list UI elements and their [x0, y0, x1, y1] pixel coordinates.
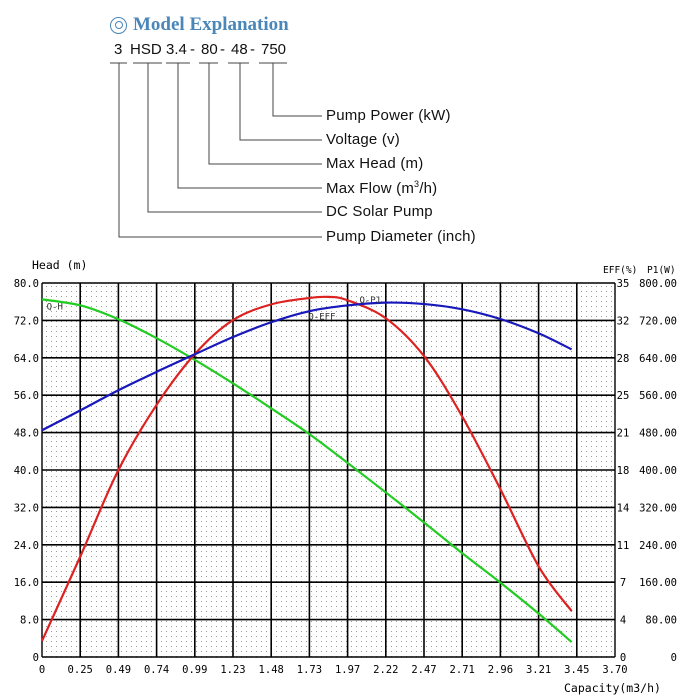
y-tick-label: 16.0	[14, 577, 39, 589]
x-tick-label: 2.47	[411, 664, 436, 676]
tick-labels: 0 0.25 0.49 0.74 0.99 1.23 1.48 1.73 1.97 2.22 2.4…	[14, 278, 677, 676]
desc-max-head: Max Head (m)	[326, 155, 424, 172]
desc-voltage: Voltage (v)	[326, 131, 400, 148]
desc-dc-solar-pump: DC Solar Pump	[326, 203, 433, 220]
explanation-leader-lines	[110, 62, 322, 238]
model-explanation: Model Explanation 3 HSD 3.4 - 80 - 48 - …	[0, 0, 700, 250]
y2-tick-label: 18	[617, 465, 630, 477]
y2-tick-label: 25	[617, 390, 630, 402]
circle-bullet-icon	[110, 16, 127, 34]
x-tick-label: 1.73	[297, 664, 322, 676]
code-sep: -	[250, 41, 255, 58]
y2-tick-label: 14	[617, 502, 630, 514]
y-tick-label: 0	[33, 652, 39, 664]
performance-chart: 0 0.25 0.49 0.74 0.99 1.23 1.48 1.73 1.97 2.22 2.4…	[14, 258, 677, 695]
x-tick-label: 3.45	[564, 664, 589, 676]
desc-max-flow-post: /h)	[419, 180, 438, 197]
x-tick-label: 2.96	[488, 664, 513, 676]
y-tick-label: 80.0	[14, 278, 39, 290]
x-tick-label: 1.48	[259, 664, 284, 676]
title-text: Model Explanation	[133, 14, 289, 35]
y3-tick-label: 240.00	[639, 540, 677, 552]
y3-tick-label: 80.00	[645, 615, 677, 627]
curve-label-power: Q-P1	[359, 296, 381, 306]
y2-tick-label: 32	[617, 315, 630, 327]
model-explanation-title: Model Explanation	[110, 14, 289, 36]
y3-tick-label: 400.00	[639, 465, 677, 477]
y3-tick-label: 800.00	[639, 278, 677, 290]
code-part-voltage: 48	[231, 41, 248, 58]
series-layer: Q-H Q-EFF Q-P1	[40, 295, 573, 643]
y3-tick-label: 640.00	[639, 353, 677, 365]
x-tick-label: 0.49	[106, 664, 131, 676]
y2-axis-label: EFF(%)	[603, 265, 637, 276]
y2-tick-label: 7	[620, 577, 626, 589]
y-tick-label: 72.0	[14, 315, 39, 327]
x-tick-label: 1.97	[335, 664, 360, 676]
y-tick-label: 8.0	[20, 615, 39, 627]
desc-pump-power: Pump Power (kW)	[326, 107, 451, 124]
series-line-power	[41, 301, 573, 432]
x-tick-label: 2.71	[450, 664, 475, 676]
y3-tick-label: 480.00	[639, 428, 677, 440]
code-part-head: 80	[201, 41, 218, 58]
y3-tick-label: 320.00	[639, 502, 677, 514]
y3-tick-label: 720.00	[639, 315, 677, 327]
y-tick-label: 32.0	[14, 502, 39, 514]
y3-tick-label: 160.00	[639, 577, 677, 589]
y-tick-label: 48.0	[14, 428, 39, 440]
y-tick-label: 56.0	[14, 390, 39, 402]
x-tick-label: 0.74	[144, 664, 169, 676]
y3-axis-label: P1(W)	[647, 265, 676, 276]
desc-max-flow: Max Flow (m3/h)	[326, 179, 437, 197]
x-tick-label: 2.22	[373, 664, 398, 676]
y3-tick-label: 0	[671, 652, 677, 664]
y2-tick-label: 21	[617, 428, 630, 440]
code-part-flow: 3.4	[166, 41, 187, 58]
code-part-diameter: 3	[114, 41, 123, 58]
x-axis-label: Capacity(m3/h)	[564, 681, 661, 695]
x-tick-label: 3.21	[526, 664, 551, 676]
series-line-eff	[40, 295, 573, 642]
y2-tick-label: 28	[617, 353, 630, 365]
curve-label-head: Q-H	[47, 303, 63, 313]
code-part-type: HSD	[130, 41, 162, 58]
y-tick-label: 64.0	[14, 353, 39, 365]
y-tick-label: 40.0	[14, 465, 39, 477]
series-line-head	[41, 298, 573, 643]
code-sep: -	[190, 41, 195, 58]
code-part-power: 750	[261, 41, 287, 58]
y2-tick-label: 11	[617, 540, 630, 552]
y2-tick-label: 35	[617, 278, 630, 290]
desc-max-flow-sup: 3	[414, 179, 420, 189]
x-tick-label: 0.99	[182, 664, 207, 676]
y-tick-label: 24.0	[14, 540, 39, 552]
curve-label-eff: Q-EFF	[308, 312, 335, 322]
x-tick-label: 1.23	[220, 664, 245, 676]
x-tick-label: 0	[39, 664, 45, 676]
y2-tick-label: 4	[620, 615, 626, 627]
y3-tick-label: 560.00	[639, 390, 677, 402]
x-tick-label: 0.25	[68, 664, 93, 676]
y2-tick-label: 0	[620, 652, 626, 664]
y-axis-label: Head (m)	[32, 258, 87, 272]
x-tick-label: 3.70	[602, 664, 627, 676]
code-sep: -	[220, 41, 225, 58]
desc-pump-diameter: Pump Diameter (inch)	[326, 228, 476, 245]
desc-max-flow-pre: Max Flow (m	[326, 180, 415, 197]
